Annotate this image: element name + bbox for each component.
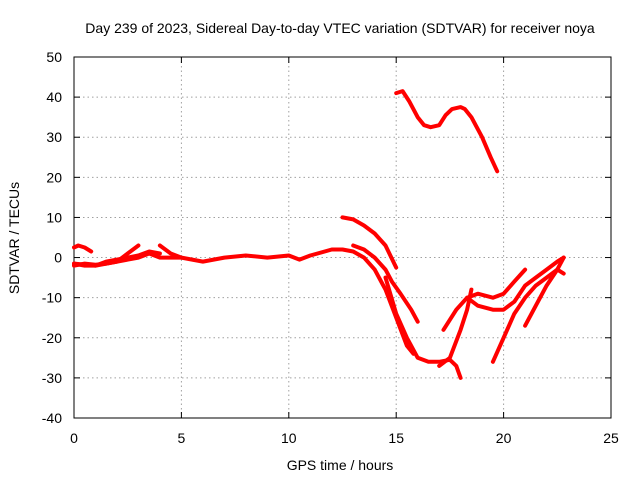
grid: [74, 57, 611, 418]
axis-ticks: 0 5 10 15 20 25 -40 -30 -20 -10 0 10 20 30 40 50: [42, 49, 619, 446]
series-line-arc-14: [523, 255, 566, 328]
x-tick-label: 10: [281, 430, 297, 446]
series-line-arc-11: [394, 89, 500, 174]
y-axis-label: SDTVAR / TECUs: [6, 182, 22, 294]
y-tick-label: -10: [42, 290, 62, 306]
y-tick-label: 0: [54, 250, 62, 266]
series-line-arc-9: [437, 287, 474, 368]
y-tick-label: 30: [46, 129, 62, 145]
x-tick-label: 20: [496, 430, 512, 446]
x-tick-label: 25: [603, 430, 619, 446]
y-tick-label: 50: [46, 49, 62, 65]
x-axis-label: GPS time / hours: [287, 457, 394, 473]
chart-title: Day 239 of 2023, Sidereal Day-to-day VTE…: [85, 20, 595, 36]
y-tick-label: -40: [42, 410, 62, 426]
series-line-arc-10: [441, 267, 528, 332]
y-tick-label: 40: [46, 89, 62, 105]
series-line-arc-6: [340, 215, 399, 270]
series-line-arc-1: [72, 243, 94, 254]
y-tick-label: 10: [46, 209, 62, 225]
series-line-arc-4: [72, 249, 162, 268]
x-tick-label: 15: [388, 430, 404, 446]
series-line-arc-8: [383, 275, 463, 380]
plot-frame: [73, 56, 612, 419]
series-group: [72, 89, 566, 380]
x-tick-label: 0: [70, 430, 78, 446]
series-line-arc-12: [465, 255, 566, 312]
y-tick-label: -30: [42, 370, 62, 386]
series-line-arc-7: [351, 243, 420, 324]
y-tick-label: -20: [42, 330, 62, 346]
x-tick-label: 5: [178, 430, 186, 446]
y-tick-label: 20: [46, 169, 62, 185]
series-line-arc-5: [157, 243, 184, 260]
